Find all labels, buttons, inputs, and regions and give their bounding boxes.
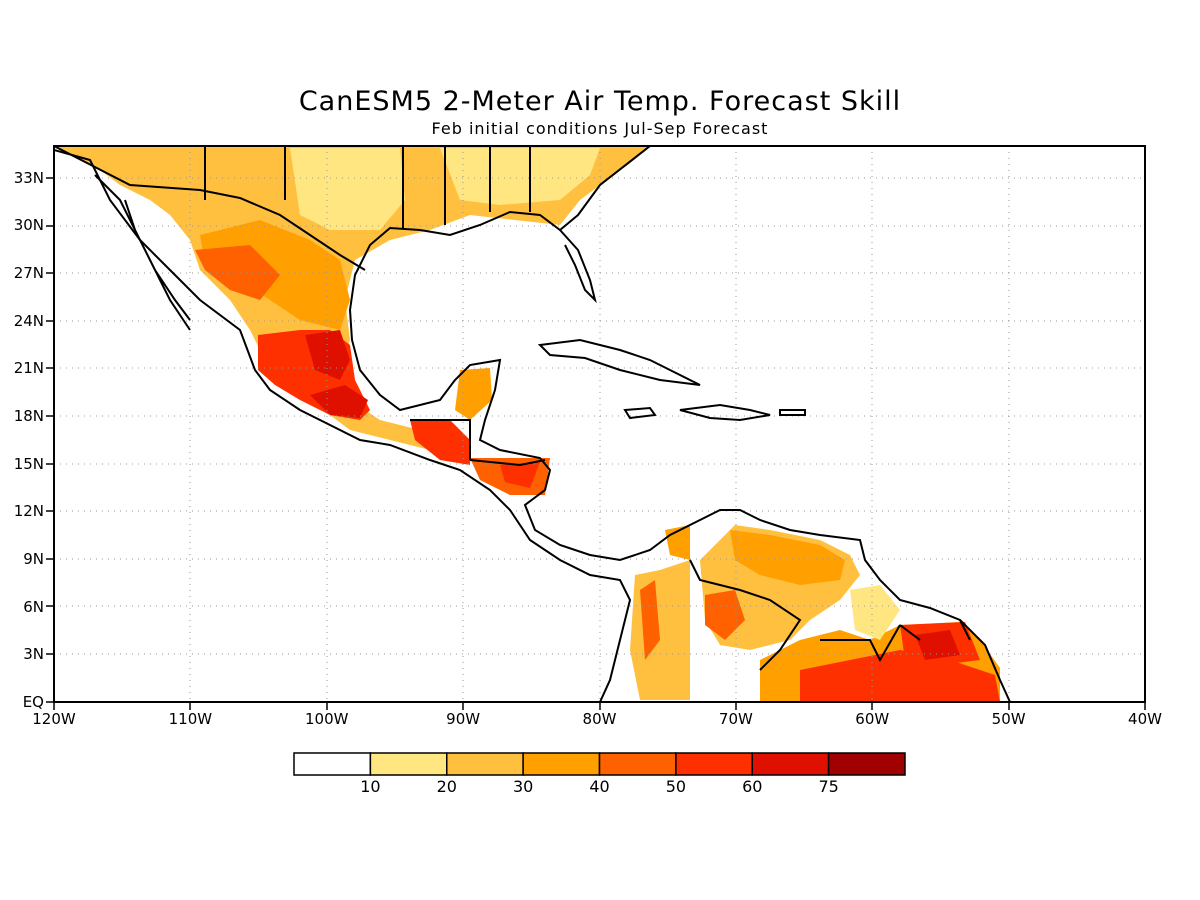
lat-tick-label: 33N xyxy=(13,168,44,187)
colorbar-swatch xyxy=(293,752,372,776)
lon-tick-label: 90W xyxy=(446,710,481,728)
colorbar-swatch xyxy=(522,752,601,776)
shade-yucatan xyxy=(455,368,492,420)
colorbar-swatch xyxy=(369,752,448,776)
lat-tick-label: 18N xyxy=(13,407,44,426)
lon-tick-label: 100W xyxy=(305,710,349,728)
shade-venezuela-orange xyxy=(730,530,845,585)
lat-tick-label: 12N xyxy=(13,502,44,521)
colorbar-swatch xyxy=(827,752,906,776)
border-us-mexico xyxy=(54,146,366,271)
axis-ticks xyxy=(46,177,1146,710)
colorbar-swatch xyxy=(598,752,677,776)
colorbar-label: 60 xyxy=(742,777,763,796)
shade-venezuela-red xyxy=(705,590,745,640)
colorbar xyxy=(293,752,906,776)
lat-tick-label: 30N xyxy=(13,216,44,235)
colorbar-label: 20 xyxy=(436,777,457,796)
lon-tick-label: 110W xyxy=(168,710,213,728)
chart-subtitle: Feb initial conditions Jul-Sep Forecast xyxy=(431,119,769,138)
colorbar-label: 30 xyxy=(512,777,534,796)
skill-shading xyxy=(54,146,1000,702)
colorbar-swatch xyxy=(446,752,524,776)
shade-mexico-darkred-2 xyxy=(310,385,368,418)
coast-mexico-pacific xyxy=(54,149,632,702)
coast-hispaniola xyxy=(679,403,771,422)
coast-jamaica xyxy=(623,406,657,420)
shade-guyana-pale xyxy=(850,585,900,640)
coastlines xyxy=(54,146,1011,702)
shade-guatemala xyxy=(410,420,470,465)
lat-tick-label: 27N xyxy=(13,264,44,283)
coast-cuba xyxy=(537,338,701,386)
shade-mexico-darkred xyxy=(305,330,350,380)
shade-us-pale xyxy=(290,148,405,230)
colorbar-swatch xyxy=(751,752,830,776)
lon-tick-label: 50W xyxy=(991,710,1026,728)
chart-title: CanESM5 2-Meter Air Temp. Forecast Skill xyxy=(298,86,902,117)
colorbar-swatch xyxy=(675,752,753,776)
border-central-america xyxy=(410,419,546,467)
coast-gulf xyxy=(348,146,1011,702)
colorbar-label: 75 xyxy=(818,777,839,796)
coast-baja xyxy=(94,174,191,331)
colorbar-label: 50 xyxy=(665,777,687,796)
lat-tick-label: 15N xyxy=(13,454,44,473)
colorbar-label: 40 xyxy=(589,777,610,796)
shade-us-mexico-north xyxy=(54,146,650,460)
lat-tick-label: EQ xyxy=(22,693,44,711)
shade-guiana-dark xyxy=(915,630,960,660)
lat-tick-label: 3N xyxy=(23,645,44,664)
coast-puerto-rico xyxy=(779,409,806,416)
border-us-states xyxy=(204,146,531,228)
shade-colombia xyxy=(630,560,690,700)
lon-tick-label: 120W xyxy=(32,710,76,728)
border-south-america xyxy=(689,559,971,671)
shade-colombia-red xyxy=(640,580,660,660)
shade-mexico-orange xyxy=(195,245,280,300)
lat-tick-label: 21N xyxy=(13,359,44,378)
lat-tick-label: 24N xyxy=(13,311,44,330)
shade-us-pale-2 xyxy=(440,148,600,205)
lon-tick-label: 60W xyxy=(855,710,890,728)
lon-tick-label: 70W xyxy=(718,710,753,728)
lon-tick-label: 80W xyxy=(582,710,617,728)
coast-florida xyxy=(559,229,597,304)
lat-tick-label: 6N xyxy=(23,597,44,616)
shade-honduras-red xyxy=(500,462,540,488)
colorbar-label: 10 xyxy=(360,777,381,796)
lon-tick-label: 40W xyxy=(1128,710,1162,728)
lat-tick-label: 9N xyxy=(23,550,44,569)
